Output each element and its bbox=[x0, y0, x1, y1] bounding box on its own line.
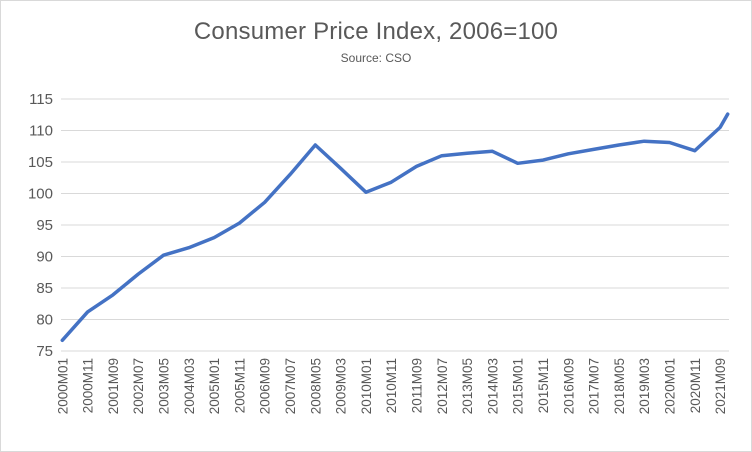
chart-subtitle: Source: CSO bbox=[340, 51, 412, 65]
x-tick-label: 2013M05 bbox=[460, 358, 475, 414]
x-tick-label: 2011M09 bbox=[410, 358, 425, 413]
x-tick-labels: 2000M01 2000M11 2001M09 2002M07 2003M05 2004M… bbox=[55, 358, 728, 414]
gridlines bbox=[61, 98, 729, 320]
cpi-series-line bbox=[60, 112, 730, 343]
x-tick-label: 2002M07 bbox=[131, 358, 146, 414]
y-tick-label: 80 bbox=[36, 312, 53, 329]
series-group bbox=[60, 112, 730, 343]
x-tick-label: 2014M03 bbox=[485, 358, 500, 414]
x-tick-label: 2001M09 bbox=[106, 358, 121, 414]
x-tick-label: 2008M05 bbox=[308, 358, 323, 414]
x-tick-label: 2000M01 bbox=[55, 358, 70, 414]
x-tick-label: 2007M07 bbox=[283, 358, 298, 414]
y-tick-label: 90 bbox=[36, 249, 53, 266]
x-tick-label: 2015M11 bbox=[536, 358, 551, 413]
x-tick-label: 2020M01 bbox=[663, 358, 678, 414]
x-tick-label: 2019M03 bbox=[637, 358, 652, 414]
y-tick-label: 85 bbox=[36, 280, 53, 297]
x-tick-label: 2010M01 bbox=[359, 358, 374, 414]
x-tick-label: 2005M01 bbox=[207, 358, 222, 414]
x-tick-label: 2010M11 bbox=[384, 358, 399, 413]
y-tick-label: 105 bbox=[28, 154, 53, 171]
y-tick-label: 95 bbox=[36, 217, 53, 234]
x-tick-label: 2009M03 bbox=[334, 358, 349, 414]
x-tick-label: 2016M09 bbox=[561, 358, 576, 414]
x-tick-label: 2017M07 bbox=[587, 358, 602, 414]
x-tick-label: 2005M11 bbox=[232, 358, 247, 413]
chart-title: Consumer Price Index, 2006=100 bbox=[193, 18, 559, 45]
y-tick-label: 75 bbox=[36, 343, 53, 360]
y-tick-label: 110 bbox=[29, 123, 53, 140]
y-tick-label: 100 bbox=[28, 186, 53, 203]
x-tick-label: 2018M05 bbox=[612, 358, 627, 414]
x-tick-label: 2021M09 bbox=[713, 358, 728, 414]
x-tick-label: 2000M11 bbox=[81, 358, 96, 413]
y-axis: 75 80 85 90 95 100 105 110 115 bbox=[28, 91, 53, 360]
x-tick-label: 2003M05 bbox=[156, 358, 171, 414]
x-tick-label: 2015M01 bbox=[511, 358, 526, 414]
x-tick-label: 2006M09 bbox=[258, 358, 273, 414]
x-tick-label: 2012M07 bbox=[435, 358, 450, 414]
x-tick-label: 2004M03 bbox=[182, 358, 197, 414]
y-tick-label: 115 bbox=[29, 91, 53, 108]
x-tick-label: 2020M11 bbox=[688, 358, 703, 413]
